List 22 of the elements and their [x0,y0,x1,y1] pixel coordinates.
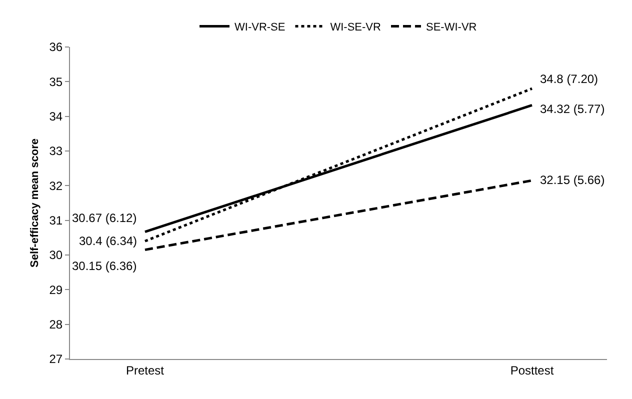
legend-label: WI-SE-VR [330,22,382,34]
y-axis-title: Self-efficacy mean score [29,138,41,268]
legend-label: SE-WI-VR [426,22,477,34]
x-tick-label: Posttest [510,363,554,378]
y-tick-label: 30 [49,248,63,262]
y-tick-label: 29 [49,282,63,297]
y-tick-label: 31 [49,214,63,228]
data-label: 30.15 (6.36) [72,259,137,273]
y-tick-label: 28 [49,318,63,332]
y-tick-label: 27 [49,352,63,366]
data-label: 30.67 (6.12) [72,211,137,225]
y-tick-label: 34 [49,110,63,124]
y-tick-label: 32 [49,178,63,193]
y-tick-label: 33 [49,144,63,158]
y-tick-label: 36 [49,40,63,54]
data-label: 32.15 (5.66) [540,173,605,187]
legend-label: WI-VR-SE [234,22,286,34]
data-label: 34.32 (5.77) [540,102,605,116]
x-tick-label: Pretest [126,363,165,378]
y-tick-label: 35 [49,74,63,89]
data-label: 34.8 (7.20) [540,72,598,86]
data-label: 30.4 (6.34) [79,234,138,248]
